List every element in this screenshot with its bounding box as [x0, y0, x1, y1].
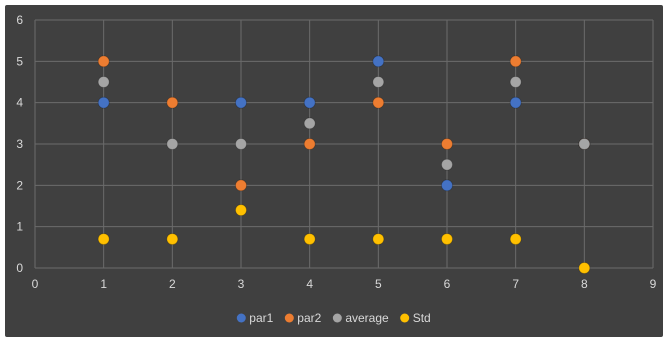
- data-point-average: [372, 76, 385, 88]
- axes: 0 1 2 3 4 5 6 7 8 9 0 1 2 3 4 5 6: [16, 13, 656, 291]
- data-point-Std: [303, 233, 316, 245]
- data-point-Std: [578, 262, 591, 274]
- x-tick-label: 5: [375, 277, 382, 291]
- legend-marker: [236, 313, 246, 323]
- legend-label: par1: [249, 311, 273, 325]
- data-points: [97, 55, 591, 274]
- data-point-Std: [97, 233, 110, 245]
- x-tick-label: 6: [444, 277, 451, 291]
- legend-marker: [332, 313, 342, 323]
- x-tick-label: 0: [32, 277, 39, 291]
- data-point-average: [235, 138, 247, 150]
- legend-item-par1: par1: [236, 311, 274, 325]
- data-point-par1: [441, 179, 453, 192]
- y-tick-label: 5: [16, 54, 23, 68]
- data-point-average: [578, 138, 591, 150]
- legend-item-average: average: [332, 311, 389, 325]
- legend-item-par2: par2: [284, 311, 322, 325]
- data-point-Std: [509, 233, 522, 245]
- x-tick-label: 2: [169, 277, 176, 291]
- data-point-par2: [97, 55, 110, 68]
- chart-background: [5, 5, 663, 337]
- data-point-par1: [97, 96, 110, 109]
- data-point-par2: [235, 179, 247, 192]
- series-Std: [97, 204, 591, 274]
- x-tick-label: 9: [650, 277, 657, 291]
- x-tick-label: 1: [100, 277, 107, 291]
- data-point-par2: [441, 138, 453, 150]
- data-point-par2: [303, 138, 316, 150]
- data-point-par2: [166, 96, 179, 109]
- data-point-par1: [372, 55, 385, 68]
- data-point-average: [303, 117, 316, 130]
- legend-marker: [284, 313, 294, 323]
- data-point-average: [166, 138, 179, 150]
- x-tick-label: 8: [581, 277, 588, 291]
- legend-label: par2: [297, 311, 321, 325]
- y-tick-label: 2: [16, 178, 23, 192]
- data-point-par2: [372, 96, 385, 109]
- data-point-Std: [372, 233, 385, 245]
- x-tick-label: 7: [512, 277, 519, 291]
- data-point-par1: [303, 96, 316, 109]
- y-tick-label: 6: [16, 13, 23, 27]
- x-tick-label: 3: [238, 277, 245, 291]
- legend-label: Std: [413, 311, 431, 325]
- y-tick-label: 3: [16, 137, 23, 151]
- data-point-average: [509, 76, 522, 88]
- data-point-par2: [509, 55, 522, 68]
- legend-item-Std: Std: [400, 311, 431, 325]
- legend-label: average: [345, 311, 389, 325]
- data-point-par1: [509, 96, 522, 109]
- data-point-Std: [166, 233, 179, 245]
- legend: par1 par2 average Std: [236, 311, 431, 325]
- data-point-Std: [441, 233, 453, 245]
- series-par2: [97, 55, 591, 192]
- data-point-par1: [235, 96, 247, 109]
- series-average: [97, 76, 591, 171]
- x-tick-label: 4: [306, 277, 313, 291]
- legend-marker: [400, 313, 410, 323]
- data-point-average: [441, 158, 453, 171]
- y-tick-label: 0: [16, 261, 23, 275]
- data-point-average: [97, 76, 110, 88]
- data-point-Std: [235, 204, 247, 217]
- y-tick-label: 4: [16, 96, 23, 110]
- y-tick-label: 1: [16, 220, 23, 234]
